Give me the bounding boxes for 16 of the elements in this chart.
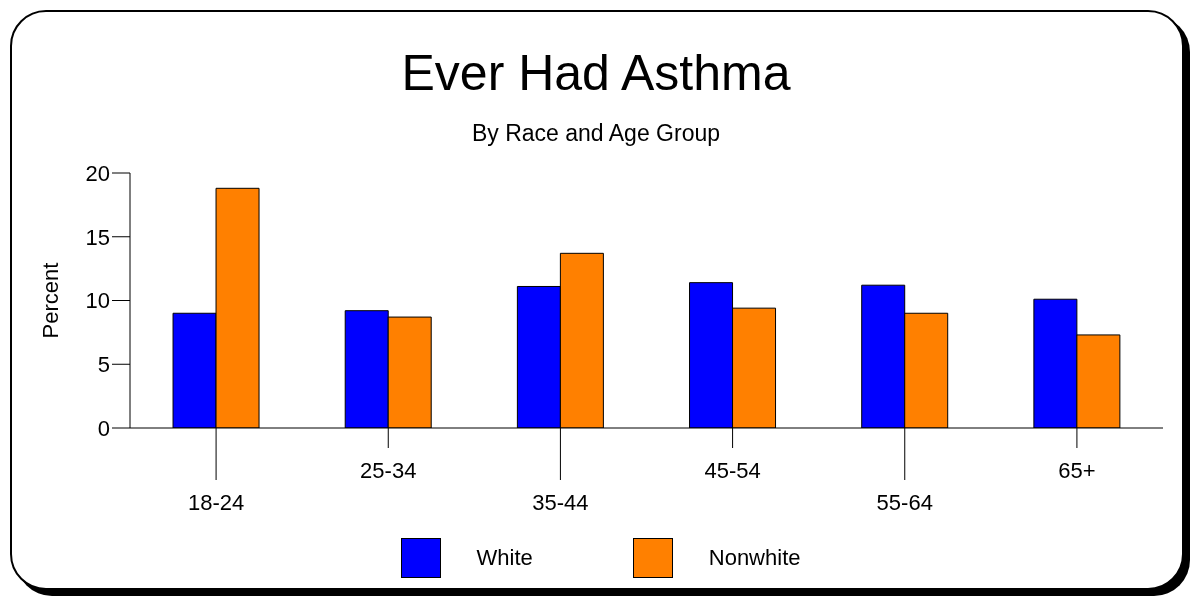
x-tick-label: 55-64 xyxy=(876,490,933,515)
chart-title: Ever Had Asthma xyxy=(400,44,792,102)
x-tick-label: 25-34 xyxy=(360,458,417,483)
y-tick-label: 5 xyxy=(97,352,110,378)
y-axis-title: Percent xyxy=(37,262,63,339)
x-tick-label: 35-44 xyxy=(532,490,589,515)
x-tick-label: 65+ xyxy=(1058,458,1096,483)
legend-label: Nonwhite xyxy=(708,545,801,571)
y-tick-label: 0 xyxy=(97,415,110,441)
y-tick-label: 20 xyxy=(85,160,110,186)
x-tick-label: 18-24 xyxy=(187,490,245,515)
legend-label: White xyxy=(476,545,533,571)
x-tick-label: 45-54 xyxy=(704,458,761,483)
y-tick-label: 10 xyxy=(85,288,110,314)
y-tick-label: 15 xyxy=(85,224,110,250)
chart-subtitle: By Race and Age Group xyxy=(470,120,722,147)
